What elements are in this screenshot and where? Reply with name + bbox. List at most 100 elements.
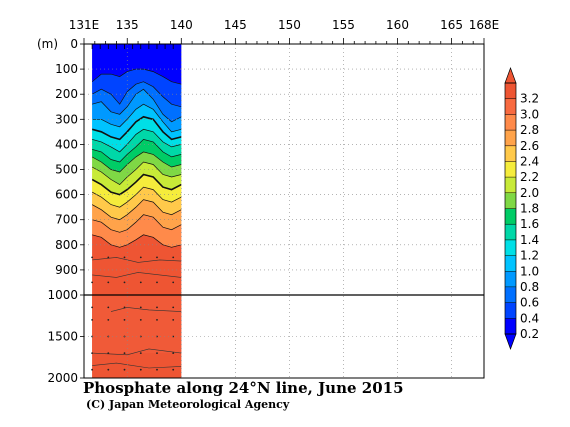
plot-frame xyxy=(83,43,485,379)
colorbar-label: 2.4 xyxy=(520,154,539,168)
deep-water-band xyxy=(92,295,182,354)
contour-line-2.2 xyxy=(92,186,182,208)
y-axis: (m) 0 100 200 300 400 500 600 700 800 900 1000 1500… xyxy=(37,37,84,385)
contour-line-2.0 xyxy=(92,173,182,196)
sample-dot xyxy=(172,281,175,284)
contour-line-1.2 xyxy=(92,128,182,153)
colorbar-cell-7 xyxy=(505,208,516,225)
colorbar: 0.2 0.40.6 0.8 1.01.2 1.4 1.61.8 2.0 2.2 2.42.6 2… xyxy=(504,66,539,351)
colorbar-label: 1.4 xyxy=(520,233,539,247)
contour-line-1.4 xyxy=(92,139,182,163)
sample-dot xyxy=(123,368,126,371)
y-tick-label: 1000 xyxy=(47,288,78,302)
contour-line-1.0 xyxy=(92,115,182,141)
colorbar-cell-15 xyxy=(505,83,516,100)
y-axis-unit-label: (m) xyxy=(37,37,58,51)
colorbar-over-arrow xyxy=(504,66,517,84)
sample-dot xyxy=(156,281,158,284)
contour-line-0.4 xyxy=(92,81,182,108)
y-tick-label: 600 xyxy=(55,188,78,202)
y-tick-label: 200 xyxy=(55,87,78,101)
colorbar-label: 1.2 xyxy=(520,249,539,263)
sample-dot xyxy=(91,352,93,354)
sample-dot xyxy=(156,319,158,321)
sample-dot xyxy=(91,368,93,371)
colorbar-label: 1.0 xyxy=(520,264,539,278)
colorbar-label: 3.0 xyxy=(520,107,539,121)
colorbar-label: 2.8 xyxy=(520,123,539,137)
colorbar-under-arrow xyxy=(504,333,517,351)
plot-border xyxy=(83,43,485,379)
y-tick-label: 0 xyxy=(70,37,78,51)
sample-dot xyxy=(156,256,158,259)
sample-dot xyxy=(123,306,126,309)
sample-dot xyxy=(139,306,142,309)
colorbar-cell-4 xyxy=(505,255,516,272)
contour-line-0.8 xyxy=(92,103,182,133)
gridlines-layer xyxy=(84,44,484,378)
sample-dot xyxy=(123,256,126,259)
sample-dot xyxy=(91,306,93,309)
colorbar-cell-14 xyxy=(505,98,516,115)
contour-line-layer xyxy=(92,68,182,369)
x-tick-label: 150 xyxy=(278,18,301,32)
colorbar-cell-13 xyxy=(505,114,516,131)
deep-contour-line-2 xyxy=(110,307,182,312)
credit-text: (C) Japan Meteorological Agency xyxy=(86,398,290,411)
sample-dot xyxy=(107,281,110,284)
colorbar-cell-5 xyxy=(505,239,516,256)
x-tick-label: 165 xyxy=(440,18,463,32)
sample-dot xyxy=(172,368,175,371)
y-tick-label: 1500 xyxy=(47,330,78,344)
sample-dot xyxy=(172,335,175,338)
colorbar-label: 2.0 xyxy=(520,186,539,200)
colorbar-label: 0.4 xyxy=(520,311,539,325)
sample-dot xyxy=(156,368,158,371)
sample-dot xyxy=(107,368,110,371)
contour-line-2.4 xyxy=(92,199,182,221)
sample-dot xyxy=(91,281,93,284)
colorbar-cell-10 xyxy=(505,161,516,178)
colorbar-label: 0.2 xyxy=(520,327,539,341)
y-tick-label: 700 xyxy=(55,213,78,227)
sample-dot xyxy=(139,319,142,321)
colorbar-label: 2.6 xyxy=(520,139,539,153)
colorbar-label: 3.2 xyxy=(520,92,539,106)
sample-dot xyxy=(139,256,142,259)
sample-dot xyxy=(107,319,110,321)
deep-contour-line-3 xyxy=(92,348,182,356)
colorbar-cell-12 xyxy=(505,130,516,147)
colorbar-cell-11 xyxy=(505,145,516,162)
sample-dot xyxy=(172,256,175,259)
sample-dot xyxy=(123,352,126,354)
colorbar-cell-2 xyxy=(505,286,516,303)
sample-dot xyxy=(107,352,110,354)
colorbar-cell-0 xyxy=(505,318,516,335)
contour-line-1.8 xyxy=(92,161,182,186)
colorbar-label: 1.8 xyxy=(520,202,539,216)
contour-line-0.2 xyxy=(92,68,182,85)
x-tick-label: 168E xyxy=(469,18,500,32)
sample-dot xyxy=(172,319,175,321)
contour-line-2.6 xyxy=(92,214,182,233)
contour-line-2.8 xyxy=(92,234,182,248)
sample-dot xyxy=(123,319,126,321)
x-tick-label: 140 xyxy=(170,18,193,32)
colorbar-cell-8 xyxy=(505,192,516,209)
y-tick-label: 400 xyxy=(55,137,78,151)
contour-fill-layer xyxy=(92,44,182,378)
sample-dot xyxy=(156,352,158,354)
colorbar-cell-1 xyxy=(505,302,516,319)
colorbar-label: 2.2 xyxy=(520,170,539,184)
deep-contour-line-1 xyxy=(92,272,182,278)
y-tick-label: 900 xyxy=(55,263,78,277)
x-tick-label: 145 xyxy=(224,18,247,32)
sample-dot xyxy=(91,256,93,259)
y-tick-label: 800 xyxy=(55,238,78,252)
x-tick-label: 135 xyxy=(116,18,139,32)
colorbar-label: 0.6 xyxy=(520,296,539,310)
sample-dot xyxy=(123,281,126,284)
contour-line-0.6 xyxy=(92,88,182,123)
sample-dot xyxy=(139,368,142,371)
